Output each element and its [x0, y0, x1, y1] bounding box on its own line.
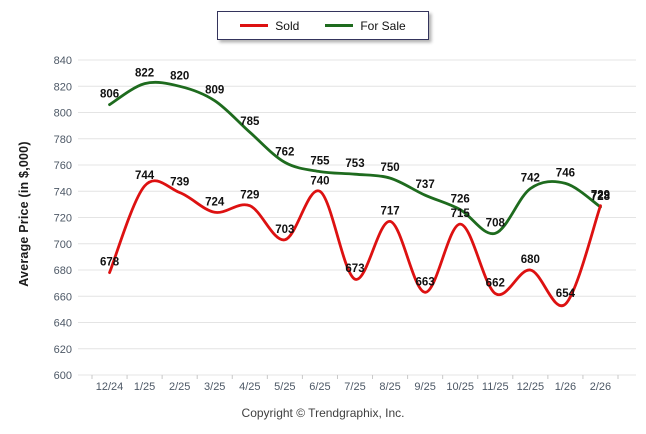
data-label: 744 — [135, 170, 155, 182]
data-label: 820 — [170, 70, 189, 82]
data-label: 809 — [205, 85, 224, 97]
data-label: 703 — [275, 224, 294, 236]
y-tick-label: 800 — [54, 108, 72, 120]
x-tick-label: 12/24 — [96, 381, 124, 393]
data-label: 742 — [521, 173, 540, 185]
data-label: 654 — [556, 288, 576, 300]
y-tick-label: 700 — [54, 239, 72, 251]
copyright-footer: Copyright © Trendgraphix, Inc. — [241, 406, 405, 420]
data-label: 729 — [591, 190, 610, 202]
data-label: 737 — [416, 179, 435, 191]
y-tick-label: 620 — [54, 344, 72, 356]
data-label: 762 — [275, 146, 294, 158]
y-tick-label: 780 — [54, 134, 72, 146]
data-label: 806 — [100, 89, 119, 101]
series-line-sold — [108, 179, 602, 308]
data-label: 662 — [486, 278, 505, 290]
data-label: 755 — [310, 156, 330, 168]
y-tick-label: 600 — [54, 370, 72, 382]
legend-item-for-sale: For Sale — [325, 18, 406, 33]
y-tick-label: 680 — [54, 265, 72, 277]
data-label: 680 — [521, 254, 540, 266]
legend-label-sold: Sold — [275, 18, 300, 33]
data-label: 663 — [416, 276, 435, 288]
data-label: 746 — [556, 167, 575, 179]
x-tick-label: 9/25 — [414, 381, 435, 393]
x-tick-label: 2/25 — [169, 381, 190, 393]
data-label: 740 — [310, 175, 329, 187]
x-tick-label: 7/25 — [344, 381, 365, 393]
x-tick-label: 10/25 — [446, 381, 474, 393]
x-tick-label: 1/26 — [555, 381, 576, 393]
y-tick-label: 820 — [54, 81, 72, 93]
series-line-for-sale — [108, 80, 602, 235]
x-tick-label: 2/26 — [590, 381, 611, 393]
legend-item-sold: Sold — [240, 20, 299, 32]
legend-box: Sold For Sale — [217, 11, 429, 40]
data-label: 726 — [451, 194, 470, 206]
data-label: 715 — [451, 208, 471, 220]
legend-label-for-sale: For Sale — [360, 18, 406, 33]
data-label: 724 — [205, 196, 225, 208]
y-tick-label: 720 — [54, 213, 72, 225]
x-tick-label: 12/25 — [517, 381, 545, 393]
data-label: 753 — [345, 158, 364, 170]
x-tick-label: 3/25 — [204, 381, 225, 393]
x-tick-label: 4/25 — [239, 381, 260, 393]
y-tick-label: 740 — [54, 186, 72, 198]
data-label: 673 — [345, 263, 364, 275]
data-label: 678 — [100, 257, 120, 269]
x-tick-label: 6/25 — [309, 381, 330, 393]
y-tick-label: 840 — [54, 55, 72, 67]
x-tick-label: 8/25 — [379, 381, 400, 393]
data-label: 822 — [135, 68, 154, 80]
y-tick-label: 660 — [54, 291, 72, 303]
x-tick-label: 1/25 — [134, 381, 155, 393]
data-label: 785 — [240, 116, 260, 128]
x-tick-label: 11/25 — [482, 381, 509, 393]
for-sale-line-swatch — [325, 24, 354, 27]
y-tick-label: 760 — [54, 160, 72, 172]
data-label: 739 — [170, 177, 189, 189]
y-tick-label: 640 — [54, 318, 72, 330]
data-label: 729 — [240, 190, 259, 202]
legend: Sold For Sale — [0, 11, 646, 40]
data-label: 728 — [591, 191, 611, 203]
sold-line-swatch — [240, 24, 269, 27]
data-label: 750 — [380, 162, 399, 174]
data-label: 717 — [380, 205, 399, 217]
data-label: 708 — [486, 217, 506, 229]
x-tick-label: 5/25 — [274, 381, 295, 393]
